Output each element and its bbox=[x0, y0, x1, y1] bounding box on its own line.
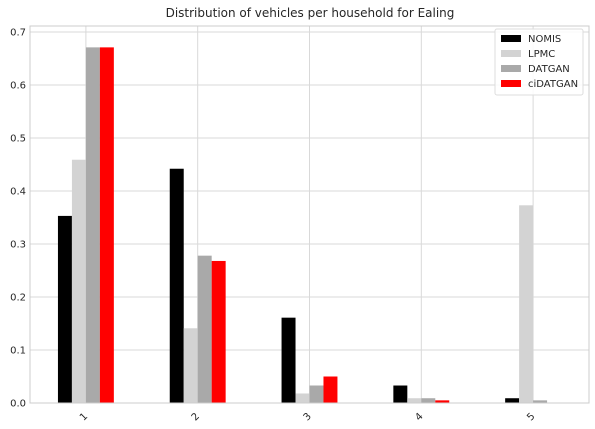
bar-cidatgan-4 bbox=[435, 400, 450, 403]
bar-datgan-4 bbox=[421, 398, 436, 403]
legend-box bbox=[494, 28, 584, 96]
legend-swatch-datgan bbox=[501, 65, 521, 72]
bar-datgan-2 bbox=[197, 255, 212, 403]
legend: NOMIS LPMC DATGAN ciDATGAN bbox=[494, 28, 584, 96]
legend-swatch-nomis bbox=[501, 35, 521, 42]
bar-datgan-5 bbox=[533, 400, 548, 403]
y-tick-label: 0.1 bbox=[10, 346, 26, 357]
bar-lpmc-3 bbox=[295, 393, 310, 403]
bar-nomis-1 bbox=[57, 215, 72, 403]
bar-lpmc-4 bbox=[407, 398, 422, 403]
bar-lpmc-5 bbox=[519, 205, 534, 403]
bar-cidatgan-1 bbox=[99, 47, 114, 404]
bar-nomis-3 bbox=[281, 317, 296, 403]
bar-datgan-3 bbox=[309, 385, 324, 403]
y-tick-label: 0.5 bbox=[10, 134, 26, 145]
plot-frame bbox=[29, 25, 590, 404]
legend-label-lpmc: LPMC bbox=[528, 49, 555, 60]
y-tick-label: 0.7 bbox=[10, 28, 26, 39]
bar-lpmc-1 bbox=[71, 159, 86, 403]
chart-title: Distribution of vehicles per household f… bbox=[166, 6, 455, 20]
bar-nomis-2 bbox=[169, 168, 184, 403]
bar-cidatgan-2 bbox=[211, 260, 226, 403]
bar-cidatgan-3 bbox=[323, 376, 338, 403]
bar-nomis-4 bbox=[393, 385, 408, 403]
y-tick-label: 0.0 bbox=[10, 399, 26, 410]
y-tick-label: 0.4 bbox=[10, 187, 26, 198]
y-tick-label: 0.2 bbox=[10, 293, 26, 304]
legend-swatch-cidatgan bbox=[501, 80, 521, 87]
y-tick-label: 0.6 bbox=[10, 81, 26, 92]
legend-label-nomis: NOMIS bbox=[528, 34, 561, 45]
bar-datgan-1 bbox=[85, 47, 100, 404]
y-axis: 0.0 0.1 0.2 0.3 0.4 0.5 0.6 0.7 bbox=[10, 28, 26, 410]
y-tick-label: 0.3 bbox=[10, 240, 26, 251]
bar-nomis-5 bbox=[505, 398, 520, 403]
legend-label-cidatgan: ciDATGAN bbox=[528, 79, 578, 90]
legend-swatch-lpmc bbox=[501, 50, 521, 57]
legend-label-datgan: DATGAN bbox=[528, 64, 570, 75]
bar-lpmc-2 bbox=[183, 328, 198, 403]
bars bbox=[57, 47, 548, 404]
